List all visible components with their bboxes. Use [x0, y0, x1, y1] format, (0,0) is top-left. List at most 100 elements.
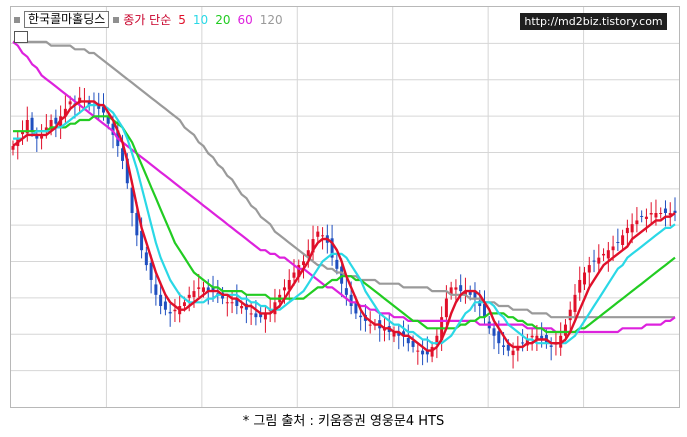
ma-period-20: 20	[215, 12, 231, 27]
candle-body	[321, 235, 325, 237]
candle-body	[540, 335, 544, 340]
candle-body	[87, 101, 91, 106]
candle-body	[402, 331, 406, 336]
candle-body	[192, 291, 196, 298]
candle-body	[568, 309, 572, 321]
candle-body	[144, 252, 148, 266]
candle-body	[397, 332, 401, 336]
candle-body	[497, 331, 501, 344]
candle-body	[606, 250, 610, 259]
candle-body	[482, 303, 486, 318]
candle-body	[163, 301, 167, 310]
candle-body	[621, 235, 625, 245]
candle-body	[159, 294, 163, 306]
candle-body	[468, 291, 472, 295]
candle-body	[459, 285, 463, 292]
candle-body	[68, 101, 72, 105]
ma-period-10: 10	[192, 12, 209, 27]
candle-body	[416, 350, 420, 352]
ma-type-label: 종가 단순	[123, 13, 172, 27]
candle-body	[287, 279, 291, 290]
candle-body	[135, 213, 139, 236]
candle-body	[425, 349, 429, 355]
candle-body	[230, 302, 234, 304]
candle-body	[187, 294, 191, 298]
ma-period-120: 120	[259, 12, 283, 27]
candle-body	[316, 231, 320, 237]
candle-body	[511, 350, 515, 356]
candle-body	[359, 315, 363, 318]
ma10-line	[13, 103, 676, 345]
candle-body	[435, 335, 439, 345]
candle-body	[106, 117, 110, 124]
candle-body	[292, 272, 296, 278]
candle-body	[563, 324, 567, 336]
candle-body	[125, 158, 129, 184]
candle-body	[206, 287, 210, 292]
chart-frame	[10, 6, 680, 408]
candle-body	[649, 213, 653, 215]
candle-body	[354, 301, 358, 314]
candle-body	[587, 265, 591, 273]
candle-body	[668, 213, 672, 216]
candle-body	[130, 187, 134, 213]
candle-body	[549, 345, 553, 347]
candle-body	[530, 335, 534, 338]
candle-body	[173, 309, 177, 312]
candle-body	[454, 287, 458, 290]
stock-name-label[interactable]: 한국콜마홀딩스	[24, 11, 110, 28]
candle-body	[506, 344, 510, 351]
candle-body	[263, 313, 267, 320]
caption: * 그림 출처 : 키움증권 영웅문4 HTS	[242, 414, 445, 429]
candle-body	[25, 120, 29, 134]
candle-body	[63, 108, 67, 117]
candle-body	[640, 215, 644, 217]
candle-body	[44, 127, 48, 131]
candle-body	[40, 134, 44, 139]
candle-body	[11, 146, 15, 150]
candle-body	[602, 253, 606, 256]
candle-body	[344, 288, 348, 295]
candle-body	[349, 294, 353, 306]
candle-body	[311, 239, 315, 253]
price-chart[interactable]	[11, 7, 679, 407]
candle-body	[597, 257, 601, 264]
candle-body	[21, 131, 25, 135]
candle-body	[635, 220, 639, 225]
ma120-line	[13, 40, 675, 319]
candle-body	[140, 230, 144, 251]
candle-body	[583, 272, 587, 285]
candle-body	[654, 213, 658, 218]
candle-body	[302, 261, 306, 266]
candle-body	[611, 246, 615, 251]
candle-body	[644, 216, 648, 219]
candle-body	[392, 332, 396, 337]
candle-body	[54, 117, 58, 124]
grid-icon[interactable]	[14, 31, 28, 43]
ma60-line	[12, 41, 676, 334]
candle-body	[111, 123, 115, 135]
candle-body	[297, 265, 301, 277]
candle-body	[406, 337, 410, 344]
candle-body	[516, 346, 520, 351]
candle-body	[211, 286, 215, 292]
candle-body	[592, 260, 596, 262]
candle-body	[235, 297, 239, 306]
candle-body	[259, 312, 263, 318]
candle-body	[149, 262, 153, 280]
candle-body	[616, 242, 620, 244]
candle-body	[202, 287, 206, 292]
candle-body	[463, 291, 467, 296]
candle-body	[254, 313, 258, 318]
candle-body	[421, 350, 425, 355]
candle-body	[663, 208, 667, 213]
candle-body	[625, 227, 629, 234]
candle-body	[240, 306, 244, 309]
candle-body	[59, 116, 63, 129]
candle-body	[659, 213, 663, 214]
candle-body	[411, 340, 415, 347]
candle-body	[368, 324, 372, 326]
candle-body	[225, 302, 229, 304]
candle-body	[101, 106, 105, 113]
ma-period-5: 5	[178, 12, 186, 27]
